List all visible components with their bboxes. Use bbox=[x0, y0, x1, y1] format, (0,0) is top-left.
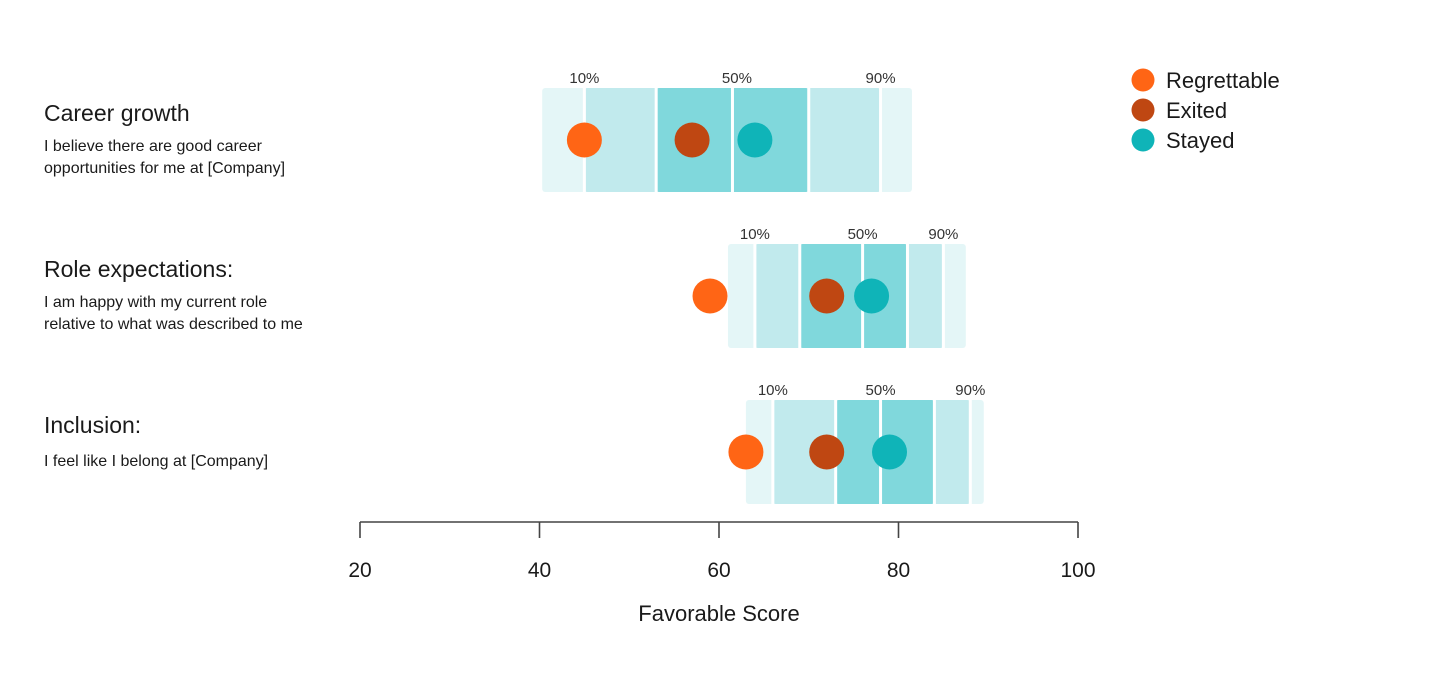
dot-exited bbox=[674, 122, 710, 158]
question-title: Role expectations: bbox=[44, 256, 233, 282]
tick-label: 80 bbox=[887, 559, 910, 582]
question-description-line: I am happy with my current role bbox=[44, 294, 267, 311]
percentile-band-inner bbox=[799, 244, 908, 348]
dot-exited bbox=[809, 434, 845, 470]
percentile-label: 10% bbox=[740, 226, 770, 243]
question-title: Career growth bbox=[44, 100, 190, 126]
legend-marker-stayed bbox=[1131, 128, 1155, 152]
legend-marker-exited bbox=[1131, 98, 1155, 122]
x-axis: 20 40 60 80 100 Favorable Score bbox=[348, 521, 1096, 626]
legend-marker-regrettable bbox=[1131, 68, 1155, 92]
percentile-label: 90% bbox=[955, 382, 985, 399]
legend-label: Exited bbox=[1166, 98, 1227, 123]
legend: Regrettable Exited Stayed bbox=[1131, 68, 1280, 153]
dot-stayed bbox=[854, 278, 890, 314]
dot-regrettable bbox=[728, 434, 764, 470]
row-3: Inclusion: I feel like I belong at [Compa… bbox=[44, 382, 985, 504]
tick-label: 100 bbox=[1060, 559, 1095, 582]
row-1: Career growth I believe there are good ca… bbox=[44, 70, 912, 192]
rows: Career growth I believe there are good ca… bbox=[44, 70, 985, 504]
question-title: Inclusion: bbox=[44, 412, 141, 438]
dot-regrettable bbox=[566, 122, 602, 158]
legend-label: Regrettable bbox=[1166, 68, 1280, 93]
percentile-label: 90% bbox=[866, 70, 896, 87]
dot-stayed bbox=[872, 434, 908, 470]
percentile-label: 50% bbox=[722, 70, 752, 87]
percentile-label: 90% bbox=[928, 226, 958, 243]
question-description-line: I feel like I belong at [Company] bbox=[44, 453, 268, 470]
tick-label: 60 bbox=[707, 559, 730, 582]
tick-label: 40 bbox=[528, 559, 551, 582]
row-2: Role expectations: I am happy with my cur… bbox=[44, 226, 966, 348]
tick-label: 20 bbox=[348, 559, 371, 582]
x-axis-title: Favorable Score bbox=[638, 601, 799, 626]
legend-label: Stayed bbox=[1166, 128, 1235, 153]
dot-stayed bbox=[737, 122, 773, 158]
percentile-label: 50% bbox=[866, 382, 896, 399]
question-description-line: opportunities for me at [Company] bbox=[44, 160, 285, 177]
question-description-line: I believe there are good career bbox=[44, 138, 263, 155]
percentile-label: 10% bbox=[569, 70, 599, 87]
dot-regrettable bbox=[692, 278, 728, 314]
question-description-line: relative to what was described to me bbox=[44, 316, 303, 333]
percentile-label: 50% bbox=[848, 226, 878, 243]
dot-exited bbox=[809, 278, 845, 314]
percentile-label: 10% bbox=[758, 382, 788, 399]
